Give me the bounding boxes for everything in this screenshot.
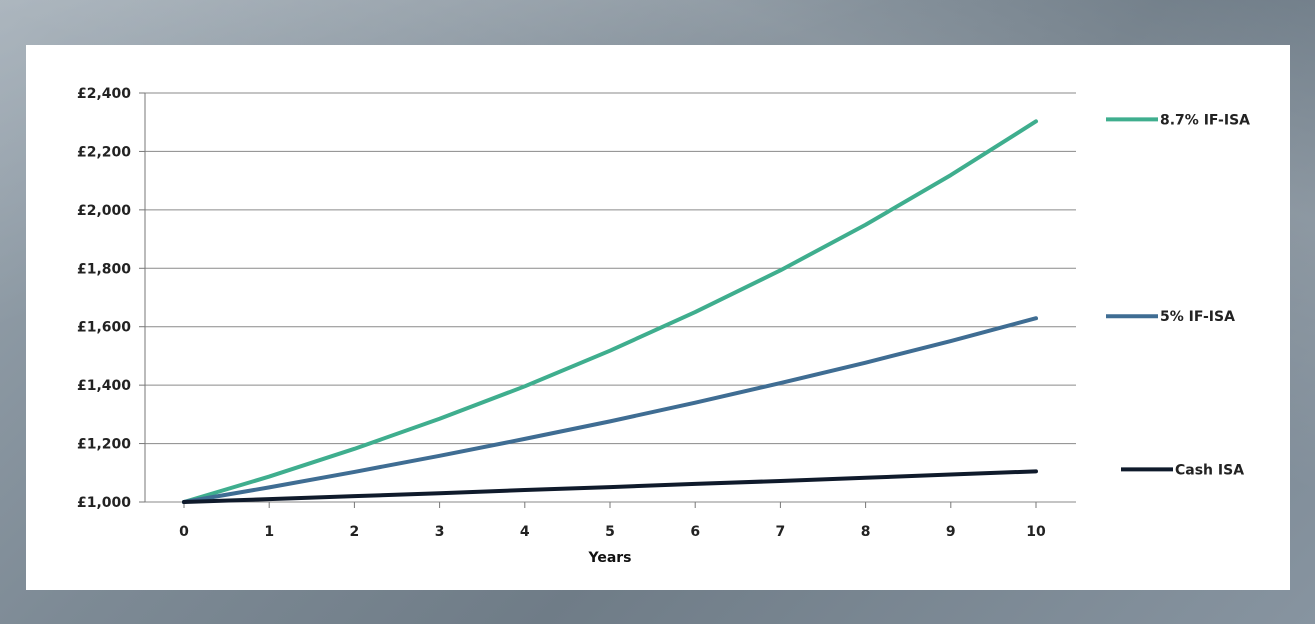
x-tick-label: 3 <box>435 524 445 540</box>
y-tick-label: £1,800 <box>77 261 131 277</box>
chart-panel: £1,000 £1,200 £1,400 £1,600 £1,800 £2,000 £2,2… <box>26 45 1290 590</box>
y-tick-label: £2,200 <box>77 144 131 160</box>
grid-lines <box>145 92 1076 503</box>
x-tick-label: 6 <box>690 524 700 540</box>
y-tick-label: £1,600 <box>77 320 131 336</box>
x-tick-label: 4 <box>520 524 530 540</box>
line-chart: £1,000 £1,200 £1,400 £1,600 £1,800 £2,000 £2,2… <box>77 86 1250 566</box>
legend-label: 8.7% IF-ISA <box>1160 112 1250 128</box>
x-axis-title: Years <box>587 550 631 566</box>
series-lines <box>182 119 1038 504</box>
y-tick-label: £2,000 <box>77 203 131 219</box>
y-tick-label: £1,200 <box>77 437 131 453</box>
y-tick-label: £1,400 <box>77 378 131 394</box>
x-axis-ticks: 0 1 2 3 4 5 6 7 8 9 10 <box>179 502 1046 540</box>
y-tick-label: £1,000 <box>77 495 131 511</box>
series-line <box>182 469 1038 504</box>
x-tick-label: 1 <box>264 524 274 540</box>
x-tick-label: 8 <box>861 524 871 540</box>
x-tick-label: 2 <box>350 524 360 540</box>
series-line <box>182 316 1038 504</box>
x-tick-label: 0 <box>179 524 189 540</box>
y-tick-label: £2,400 <box>77 86 131 102</box>
legend-label: Cash ISA <box>1175 462 1244 478</box>
legend: 8.7% IF-ISA 5% IF-ISA Cash ISA <box>1106 112 1250 478</box>
y-axis-ticks: £1,000 £1,200 £1,400 £1,600 £1,800 £2,000 £2,2… <box>77 86 146 511</box>
x-tick-label: 10 <box>1026 524 1046 540</box>
x-tick-label: 9 <box>946 524 956 540</box>
x-tick-label: 5 <box>605 524 615 540</box>
legend-label: 5% IF-ISA <box>1160 309 1235 325</box>
x-tick-label: 7 <box>776 524 786 540</box>
series-line <box>182 119 1038 504</box>
